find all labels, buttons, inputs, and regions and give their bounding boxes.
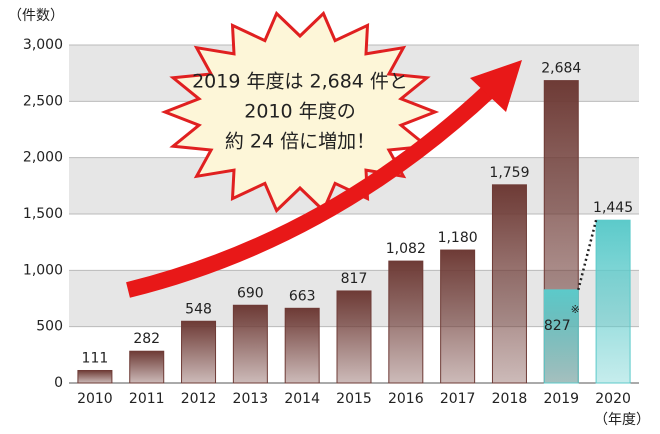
x-tick-label: 2013: [233, 391, 269, 407]
value-label: 1,445: [593, 200, 633, 216]
bar: [129, 350, 165, 384]
bar: [284, 307, 320, 384]
x-tick-label: 2010: [77, 391, 113, 407]
bar: [181, 320, 217, 384]
value-label: 1,180: [438, 230, 478, 246]
x-tick-label: 2016: [388, 391, 424, 407]
bar: [595, 219, 631, 384]
bar: [491, 184, 527, 384]
arrow-head: [470, 60, 522, 112]
value-label: 690: [237, 285, 264, 301]
y-tick-label: 2,500: [23, 93, 63, 109]
bar: [543, 289, 579, 384]
x-tick-label: 2019: [543, 391, 579, 407]
value-label: 663: [289, 288, 316, 304]
annotation: 2010 年度の: [244, 101, 355, 123]
value-label: 827: [544, 318, 571, 334]
y-tick-label: 3,000: [23, 37, 63, 53]
y-tick-label: 2,000: [23, 150, 63, 166]
bar: [232, 304, 268, 384]
x-tick-label: 2012: [181, 391, 217, 407]
value-label: 1,759: [489, 165, 529, 181]
y-tick-label: 500: [36, 319, 63, 335]
x-tick-label: 2018: [492, 391, 528, 407]
value-label: 1,082: [386, 241, 426, 257]
bar: [440, 249, 476, 384]
bar: [336, 290, 372, 384]
value-label: 548: [185, 301, 212, 317]
y-tick-label: 0: [54, 375, 63, 391]
x-tick-label: 2014: [284, 391, 320, 407]
x-tick-label: 2015: [336, 391, 372, 407]
arrow-shaft: [126, 84, 496, 298]
y-tick-label: 1,500: [23, 206, 63, 222]
value-label: 282: [133, 331, 160, 347]
y-tick-label: 1,000: [23, 262, 63, 278]
value-label: 2,684: [541, 61, 581, 77]
x-tick-label: 2020: [595, 391, 631, 407]
annotation: 約 24 倍に増加！: [225, 131, 375, 153]
value-label: 817: [341, 271, 368, 287]
bar: [77, 369, 113, 384]
value-label: 111: [82, 350, 109, 366]
note-mark: ※: [571, 303, 580, 316]
x-tick-label: 2017: [440, 391, 476, 407]
y-axis-label: （件数）: [8, 8, 64, 24]
connector: [577, 219, 598, 291]
bar: [388, 260, 424, 384]
x-tick-label: 2011: [129, 391, 165, 407]
x-axis-label: （年度）: [594, 412, 650, 428]
starburst: [160, 10, 440, 214]
annotation: 2019 年度は 2,684 件と: [192, 71, 408, 93]
